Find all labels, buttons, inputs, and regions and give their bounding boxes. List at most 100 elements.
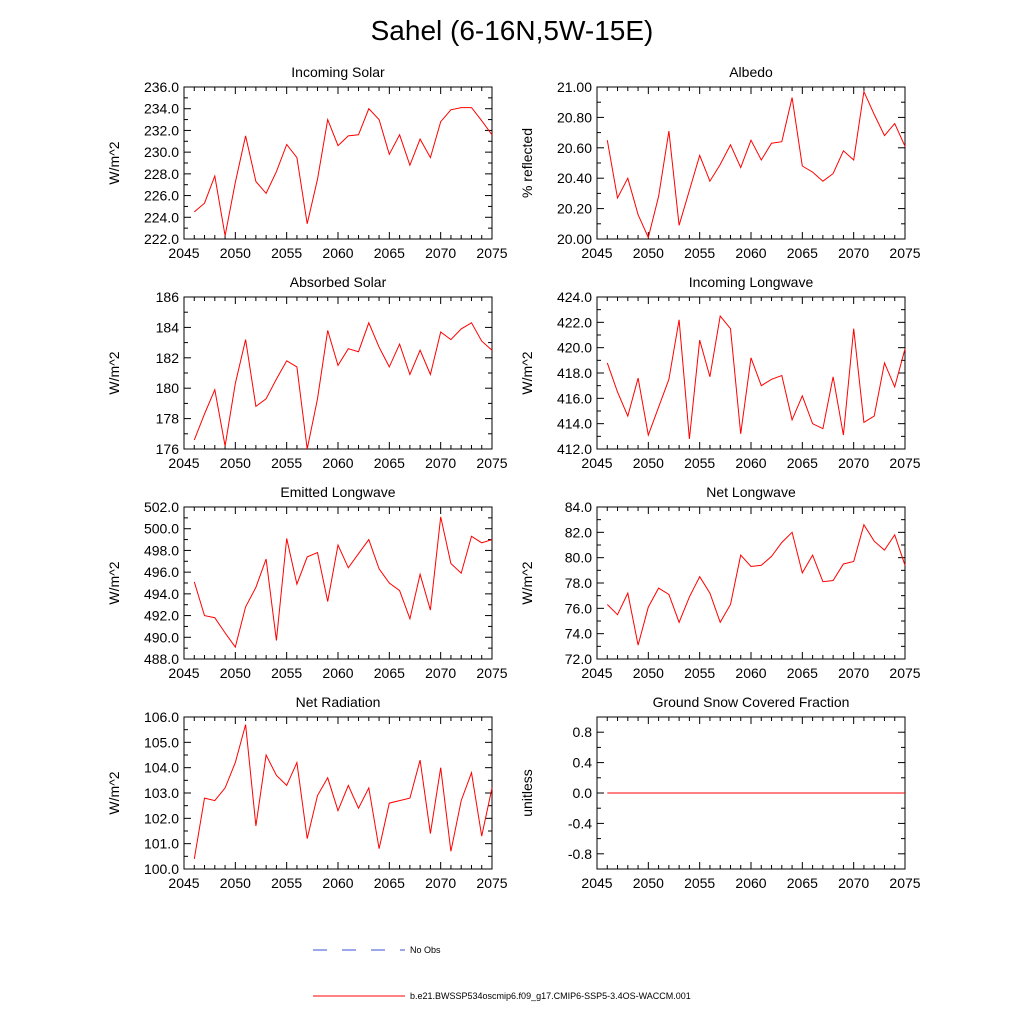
y-tick-label: 422.0 [557,314,592,330]
x-tick-label: 2055 [271,455,302,471]
chart-panel-7: Ground Snow Covered Fraction unitless 2045… [519,694,921,891]
x-tick-label: 2045 [168,245,199,261]
y-axis-label: W/m^2 [519,351,535,394]
x-tick-label: 2070 [838,875,869,891]
x-tick-label: 2065 [374,245,405,261]
x-tick-label: 2070 [838,455,869,471]
x-tick-label: 2065 [374,875,405,891]
x-tick-label: 2060 [322,875,353,891]
y-tick-label: 184 [156,319,180,335]
panel-title: Albedo [729,64,773,80]
x-tick-label: 2070 [838,665,869,681]
y-tick-label: 20.40 [557,170,592,186]
y-axis-label: unitless [519,769,535,816]
y-tick-label: 78.0 [565,575,592,591]
panel-title: Absorbed Solar [290,274,387,290]
y-axis-label: W/m^2 [106,141,122,184]
x-tick-label: 2050 [220,875,251,891]
x-tick-label: 2045 [581,455,612,471]
figure-title: Sahel (6-16N,5W-15E) [371,15,654,46]
x-tick-label: 2075 [889,665,920,681]
y-tick-label: 186 [156,289,180,305]
y-tick-label: 103.0 [144,785,179,801]
y-axis-label: W/m^2 [106,561,122,604]
y-tick-label: 414.0 [557,416,592,432]
x-tick-label: 2060 [735,665,766,681]
series-line-0 [193,516,493,649]
y-tick-label: 20.20 [557,201,592,217]
y-tick-label: 101.0 [144,836,179,852]
x-tick-label: 2075 [889,245,920,261]
x-tick-label: 2050 [220,245,251,261]
x-tick-label: 2075 [889,875,920,891]
y-tick-label: 0.0 [573,785,593,801]
y-tick-label: 488.0 [144,651,179,667]
x-tick-label: 2070 [425,245,456,261]
series-line-0 [193,107,493,236]
series-line-0 [606,523,906,646]
y-tick-label: 418.0 [557,365,592,381]
y-tick-label: 102.0 [144,810,179,826]
x-tick-label: 2065 [374,665,405,681]
y-tick-label: 80.0 [565,550,592,566]
x-tick-label: 2055 [271,245,302,261]
y-tick-label: 236.0 [144,79,179,95]
x-tick-label: 2045 [168,665,199,681]
x-tick-label: 2070 [425,455,456,471]
series-line-0 [193,724,493,859]
plot-frame [183,506,493,660]
y-tick-label: 232.0 [144,122,179,138]
chart-panel-3: Incoming Longwave W/m^2 2045 2050 2055 2060 20… [519,274,921,471]
x-tick-label: 2075 [889,455,920,471]
y-tick-label: 498.0 [144,542,179,558]
y-tick-label: 224.0 [144,209,179,225]
chart-panel-0: Incoming Solar W/m^2 2045 2050 2055 2060 2065 2… [106,64,508,261]
x-tick-label: 2060 [735,875,766,891]
x-tick-label: 2050 [220,665,251,681]
chart-panel-4: Emitted Longwave W/m^2 2045 2050 2055 2060 206… [106,484,508,681]
y-tick-label: 74.0 [565,626,592,642]
y-tick-label: 105.0 [144,734,179,750]
y-tick-label: 82.0 [565,524,592,540]
y-tick-label: -0.4 [568,815,592,831]
y-tick-label: 20.00 [557,231,592,247]
x-tick-label: 2055 [684,455,715,471]
panel-title: Net Radiation [296,694,381,710]
plot-frame [596,86,906,240]
y-tick-label: 178 [156,411,180,427]
y-axis-label: % reflected [519,128,535,198]
y-tick-label: 0.8 [573,724,593,740]
y-axis-label: W/m^2 [106,351,122,394]
x-tick-label: 2070 [425,665,456,681]
panel-title: Incoming Longwave [689,274,814,290]
x-tick-label: 2065 [374,455,405,471]
x-tick-label: 2050 [633,665,664,681]
x-tick-label: 2055 [271,665,302,681]
x-tick-label: 2050 [220,455,251,471]
y-tick-label: -0.8 [568,846,592,862]
y-tick-label: 494.0 [144,586,179,602]
y-axis-label: W/m^2 [519,561,535,604]
x-tick-label: 2045 [581,875,612,891]
x-tick-label: 2075 [476,665,507,681]
x-tick-label: 2050 [633,245,664,261]
x-tick-label: 2055 [684,665,715,681]
y-tick-label: 420.0 [557,340,592,356]
chart-panel-5: Net Longwave W/m^2 2045 2050 2055 2060 2065 207… [519,484,921,681]
y-tick-label: 76.0 [565,600,592,616]
y-tick-label: 21.00 [557,79,592,95]
x-tick-label: 2045 [581,665,612,681]
y-tick-label: 176 [156,441,180,457]
x-tick-label: 2055 [684,875,715,891]
x-tick-label: 2060 [322,455,353,471]
legend-label-no-obs: No Obs [410,945,441,955]
y-tick-label: 84.0 [565,499,592,515]
x-tick-label: 2050 [633,875,664,891]
y-tick-label: 228.0 [144,166,179,182]
plot-frame [596,506,906,660]
series-line-0 [606,89,906,240]
y-tick-label: 104.0 [144,760,179,776]
chart-panel-1: Albedo % reflected 2045 2050 2055 2060 2065 207… [519,64,921,261]
x-tick-label: 2060 [322,665,353,681]
